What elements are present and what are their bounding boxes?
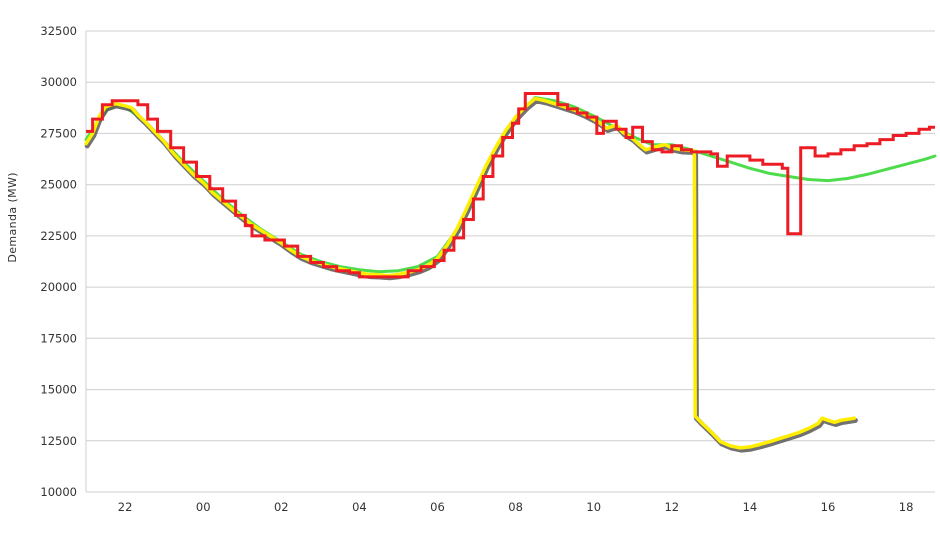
y-tick-label: 30000 — [40, 75, 77, 89]
x-tick-label: 08 — [508, 500, 523, 514]
x-tick-label: 10 — [586, 500, 601, 514]
y-axis-title: Demanda (MW) — [6, 172, 19, 263]
x-tick-label: 04 — [352, 500, 367, 514]
y-tick-label: 22500 — [40, 229, 77, 243]
y-tick-label: 27500 — [40, 126, 77, 140]
y-tick-label: 25000 — [40, 178, 77, 192]
x-tick-label: 00 — [196, 500, 211, 514]
x-tick-label: 02 — [274, 500, 289, 514]
y-tick-label: 20000 — [40, 280, 77, 294]
series-real-line — [84, 96, 856, 450]
x-tick-label: 22 — [118, 500, 133, 514]
x-tick-label: 14 — [743, 500, 758, 514]
y-tick-label: 32500 — [40, 24, 77, 38]
x-tick-label: 16 — [821, 500, 836, 514]
y-tick-label: 12500 — [40, 434, 77, 448]
x-tick-label: 06 — [430, 500, 445, 514]
y-tick-label: 10000 — [40, 485, 77, 499]
x-tick-label: 18 — [899, 500, 914, 514]
series-programada-line — [86, 92, 935, 279]
series-real-shadow — [84, 98, 858, 453]
x-tick-label: 12 — [664, 500, 679, 514]
y-tick-label: 17500 — [40, 331, 77, 345]
y-tick-label: 15000 — [40, 383, 77, 397]
